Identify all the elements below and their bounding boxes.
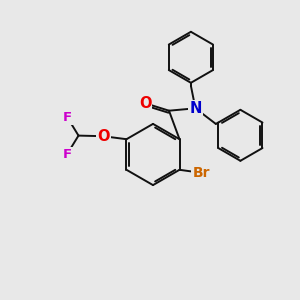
- Text: F: F: [62, 110, 72, 124]
- Text: F: F: [62, 148, 72, 161]
- Text: O: O: [97, 129, 109, 144]
- Text: N: N: [189, 101, 202, 116]
- Text: O: O: [139, 96, 151, 111]
- Text: Br: Br: [192, 166, 210, 180]
